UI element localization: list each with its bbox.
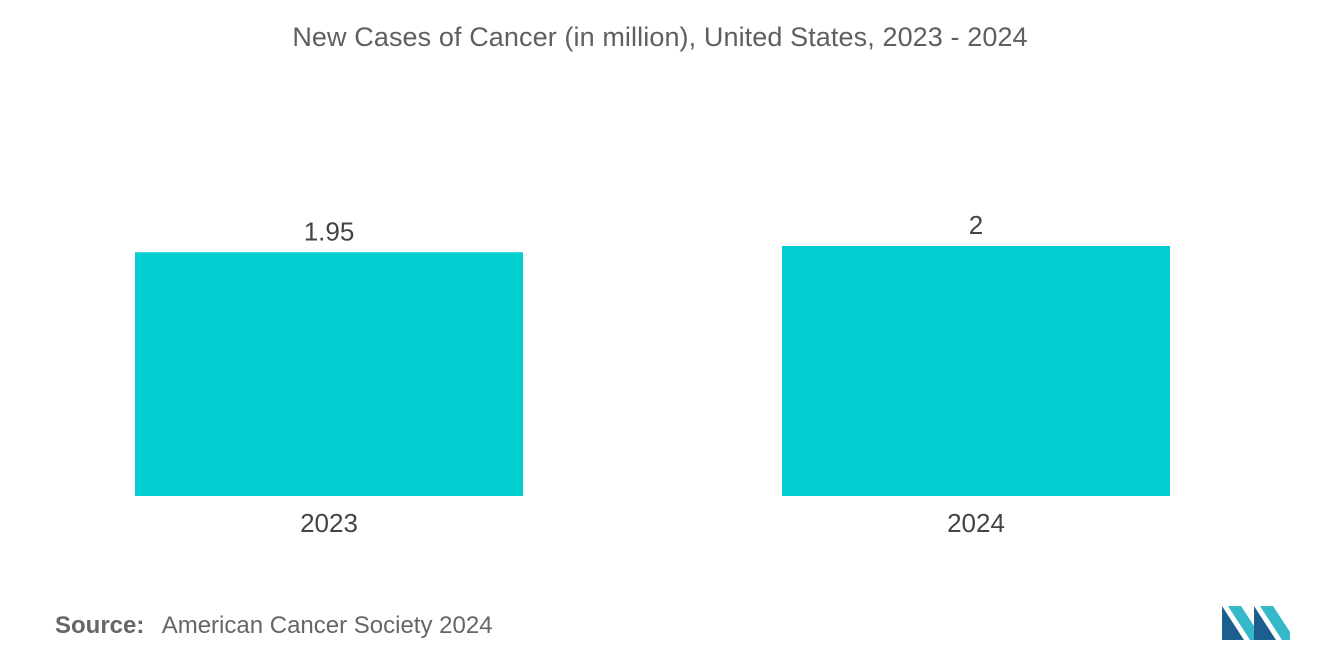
category-label-2023: 2023 <box>300 508 358 538</box>
mordor-logo-icon <box>1222 606 1290 640</box>
bar-2024 <box>782 246 1170 496</box>
source-text: American Cancer Society 2024 <box>161 612 493 639</box>
chart-title: New Cases of Cancer (in million), United… <box>292 22 1028 52</box>
bar-2023 <box>135 252 523 496</box>
source-label: Source: <box>55 612 145 639</box>
category-label-2024: 2024 <box>947 508 1005 538</box>
value-label-2024: 2 <box>969 210 983 240</box>
source-note: Source: American Cancer Society 2024 <box>55 612 493 640</box>
value-label-2023: 1.95 <box>304 216 355 246</box>
